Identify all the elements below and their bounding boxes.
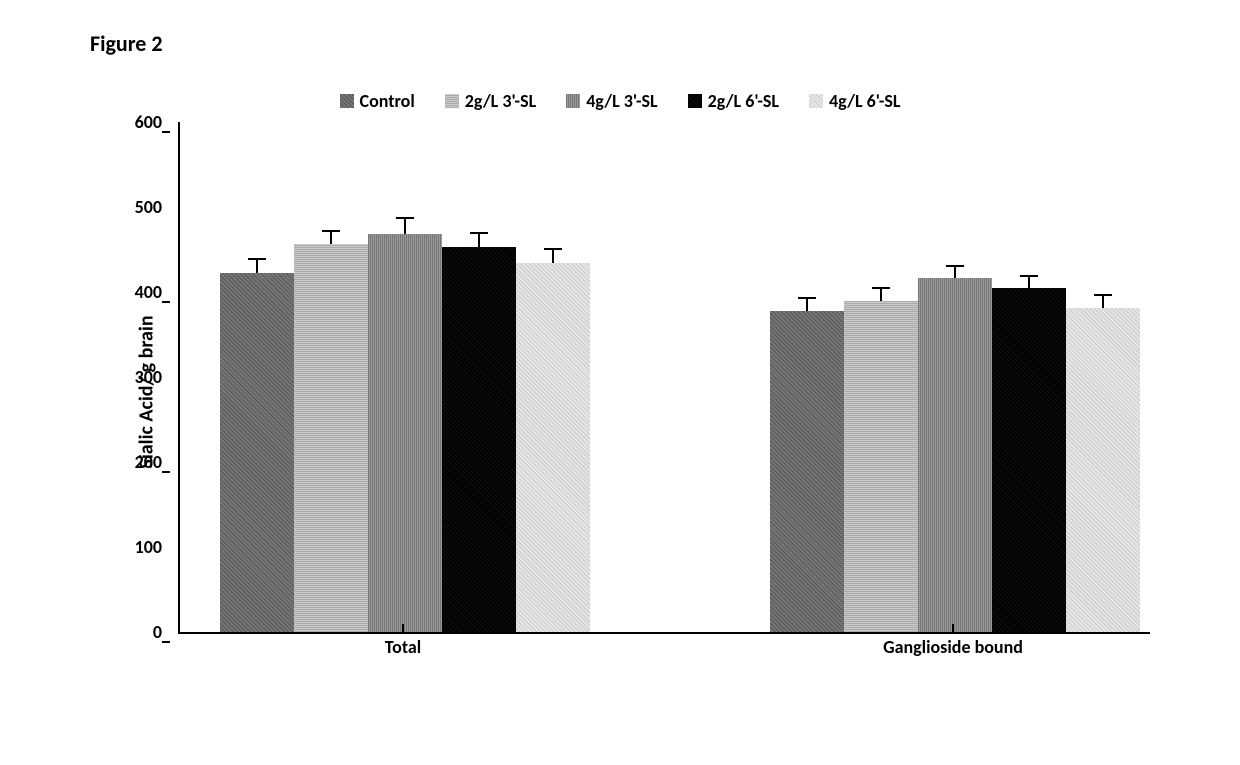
- x-category-label: Total: [385, 636, 421, 658]
- legend-swatch-2g3sl: [445, 94, 459, 108]
- x-category-label: Ganglioside bound: [883, 636, 1023, 658]
- legend-label-2g3sl: 2g/L 3'-SL: [465, 90, 536, 112]
- bar-group: [220, 234, 590, 632]
- errorbar-cap: [1094, 294, 1112, 296]
- legend: Control 2g/L 3'-SL 4g/L 3'-SL 2g/L 6'-SL 4g/…: [80, 90, 1160, 112]
- legend-label-control: Control: [360, 90, 415, 112]
- chart-container: Control 2g/L 3'-SL 4g/L 3'-SL 2g/L 6'-SL 4g/…: [80, 90, 1160, 690]
- legend-item-4g3sl: 4g/L 3'-SL: [566, 90, 657, 112]
- legend-item-2g6sl: 2g/L 6'-SL: [688, 90, 779, 112]
- bar-2g3sl: [294, 244, 368, 632]
- bar-group: [770, 278, 1140, 632]
- bar-4g3sl: [368, 234, 442, 632]
- ytick-label: 300: [112, 366, 162, 388]
- bar-4g3sl: [918, 278, 992, 632]
- legend-swatch-4g3sl: [566, 94, 580, 108]
- legend-label-4g3sl: 4g/L 3'-SL: [586, 90, 657, 112]
- ytick-label: 600: [112, 111, 162, 133]
- legend-swatch-4g6sl: [809, 94, 823, 108]
- plot-area: [178, 122, 1150, 634]
- errorbar: [880, 289, 882, 302]
- bar-control: [220, 273, 294, 632]
- legend-item-2g3sl: 2g/L 3'-SL: [445, 90, 536, 112]
- errorbar: [330, 232, 332, 245]
- errorbar-cap: [322, 230, 340, 232]
- errorbar: [552, 250, 554, 263]
- errorbar-cap: [872, 287, 890, 289]
- errorbar-cap: [544, 248, 562, 250]
- errorbar-cap: [946, 265, 964, 267]
- errorbar-cap: [798, 297, 816, 299]
- errorbar-cap: [470, 232, 488, 234]
- bar-2g6sl: [442, 247, 516, 632]
- bar-2g6sl: [992, 288, 1066, 632]
- ytick-label: 200: [112, 451, 162, 473]
- bar-control: [770, 311, 844, 632]
- x-labels: Total Ganglioside bound: [178, 632, 1150, 662]
- ytick-label: 400: [112, 281, 162, 303]
- legend-swatch-2g6sl: [688, 94, 702, 108]
- legend-swatch-control: [340, 94, 354, 108]
- legend-item-4g6sl: 4g/L 6'-SL: [809, 90, 900, 112]
- errorbar: [256, 260, 258, 274]
- bar-2g3sl: [844, 301, 918, 632]
- errorbar: [806, 299, 808, 311]
- errorbar: [1028, 277, 1030, 288]
- ytick-label: 500: [112, 196, 162, 218]
- errorbar: [954, 267, 956, 279]
- errorbar-cap: [248, 258, 266, 260]
- y-ticks: 0100200300400500600: [120, 122, 170, 632]
- figure-title: Figure 2: [90, 30, 163, 57]
- bar-4g6sl: [1066, 308, 1140, 632]
- errorbar: [478, 234, 480, 247]
- legend-label-2g6sl: 2g/L 6'-SL: [708, 90, 779, 112]
- errorbar-cap: [396, 217, 414, 219]
- errorbar: [1102, 296, 1104, 308]
- legend-label-4g6sl: 4g/L 6'-SL: [829, 90, 900, 112]
- ytick-label: 100: [112, 536, 162, 558]
- ytick-label: 0: [112, 621, 162, 643]
- errorbar: [404, 219, 406, 234]
- bar-4g6sl: [516, 263, 590, 632]
- plot: Sialic Acid/ g brain 0100200300400500600…: [80, 122, 1160, 662]
- legend-item-control: Control: [340, 90, 415, 112]
- errorbar-cap: [1020, 275, 1038, 277]
